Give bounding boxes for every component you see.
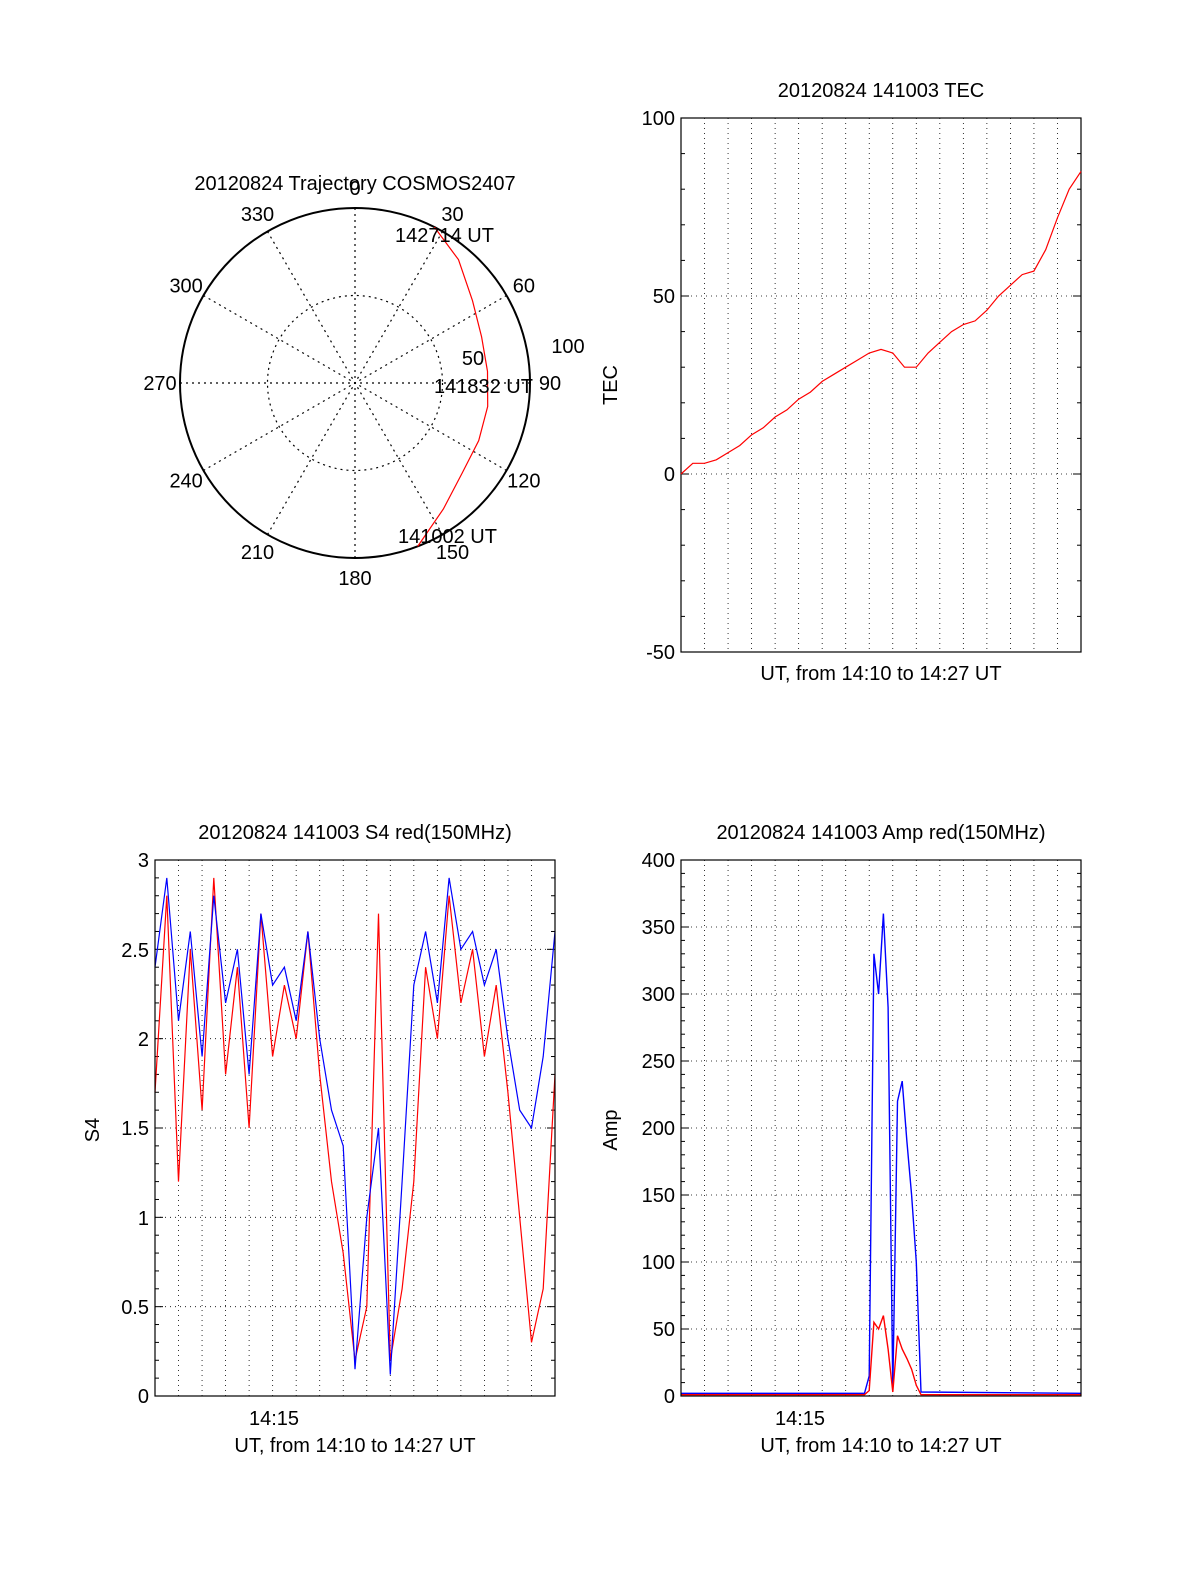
polar-angle-label: 300 xyxy=(169,276,202,298)
polar-inner-ring xyxy=(266,294,444,472)
polar-angle-label: 60 xyxy=(513,276,535,298)
polar-title: 20120824 Trajectory COSMOS2407 xyxy=(194,173,515,195)
tec-xlabel: UT, from 14:10 to 14:27 UT xyxy=(760,663,1001,685)
tec-ytick-50: 50 xyxy=(653,286,675,308)
tec-panel: 20120824 141003 TEC 100 50 0 -50 TEC UT,… xyxy=(600,80,1082,685)
polar-angle-label: 330 xyxy=(241,204,274,226)
tec-ytick-100: 100 xyxy=(642,108,675,130)
tec-series-line xyxy=(680,171,1082,475)
polar-angle-label: 270 xyxy=(143,373,176,395)
polar-angle-labels: 0 30 60 90 120 150 180 210 240 270 300 330 xyxy=(143,178,561,590)
tec-ylabel: TEC xyxy=(600,365,622,405)
s4-ytick-0-5: 0.5 xyxy=(121,1297,149,1319)
polar-radial-label-100: 100 xyxy=(551,336,584,358)
trajectory-mid-label: 141832 UT xyxy=(434,376,533,398)
s4-ytick-1: 1 xyxy=(138,1208,149,1230)
s4-blue-series-line xyxy=(154,877,556,1375)
tec-title: 20120824 141003 TEC xyxy=(778,80,984,102)
amp-ylabel: Amp xyxy=(600,1109,622,1150)
polar-angle-label: 30 xyxy=(441,204,463,226)
amp-ytick-400: 400 xyxy=(642,850,675,872)
s4-grid xyxy=(155,859,555,1397)
polar-angle-label: 90 xyxy=(539,373,561,395)
s4-ytick-0: 0 xyxy=(138,1386,149,1408)
polar-panel: 20120824 Trajectory COSMOS2407 0 30 60 90 12… xyxy=(143,173,584,590)
polar-angle-label: 0 xyxy=(349,178,360,200)
amp-ytick-250: 250 xyxy=(642,1051,675,1073)
polar-angle-label: 120 xyxy=(507,471,540,493)
amp-ytick-150: 150 xyxy=(642,1185,675,1207)
tec-grid xyxy=(681,117,1081,653)
amp-ytick-200: 200 xyxy=(642,1118,675,1140)
tec-ytick-0: 0 xyxy=(664,464,675,486)
amp-red-series-line xyxy=(681,1315,1081,1396)
amp-ytick-0: 0 xyxy=(664,1386,675,1408)
amp-ytick-300: 300 xyxy=(642,984,675,1006)
s4-xtick-1415: 14:15 xyxy=(249,1408,299,1430)
trajectory-line xyxy=(417,226,489,547)
s4-ytick-3: 3 xyxy=(138,850,149,872)
amp-xlabel: UT, from 14:10 to 14:27 UT xyxy=(760,1435,1001,1457)
polar-spoke xyxy=(266,231,444,535)
amp-xtick-1415: 14:15 xyxy=(775,1408,825,1430)
s4-red-series-line xyxy=(154,877,556,1361)
amp-plot-frame xyxy=(680,859,1082,1397)
tec-ytick-minus50: -50 xyxy=(646,642,675,664)
amp-ytick-100: 100 xyxy=(642,1252,675,1274)
s4-plot-frame xyxy=(154,859,556,1397)
amp-ytick-350: 350 xyxy=(642,917,675,939)
s4-ytick-1-5: 1.5 xyxy=(121,1118,149,1140)
polar-angle-label: 150 xyxy=(436,542,469,564)
amp-ytick-50: 50 xyxy=(653,1319,675,1341)
s4-panel: 20120824 141003 S4 red(150MHz) 3 2.5 2 1… xyxy=(82,822,556,1457)
polar-radial-label-50: 50 xyxy=(462,348,484,370)
polar-angle-label: 240 xyxy=(169,471,202,493)
trajectory-end-label: 142714 UT xyxy=(395,225,494,247)
s4-ytick-2-5: 2.5 xyxy=(121,940,149,962)
tec-plot-frame xyxy=(680,117,1082,653)
s4-xlabel: UT, from 14:10 to 14:27 UT xyxy=(234,1435,475,1457)
polar-angle-label: 180 xyxy=(338,568,371,590)
polar-spokes xyxy=(180,208,530,558)
s4-ylabel: S4 xyxy=(82,1118,104,1142)
amp-panel: 20120824 141003 Amp red(150MHz) 400 350 … xyxy=(600,822,1082,1457)
trajectory-start-label: 141002 UT xyxy=(398,526,497,548)
polar-angle-label: 210 xyxy=(241,542,274,564)
s4-ytick-2: 2 xyxy=(138,1029,149,1051)
amp-grid xyxy=(681,859,1081,1397)
s4-title: 20120824 141003 S4 red(150MHz) xyxy=(198,822,512,844)
amp-title: 20120824 141003 Amp red(150MHz) xyxy=(716,822,1045,844)
